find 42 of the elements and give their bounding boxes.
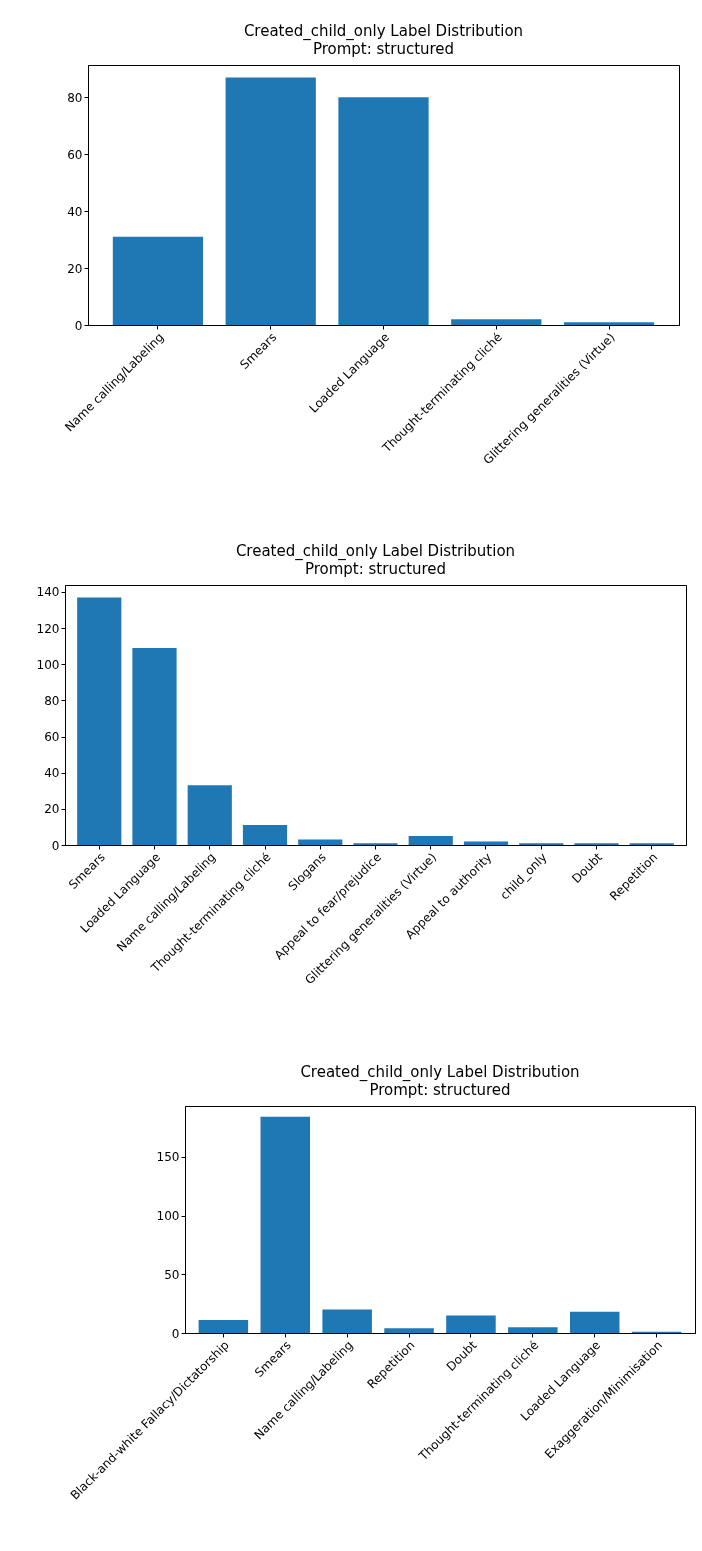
bar xyxy=(569,1311,620,1333)
y-tick-label: 120 xyxy=(36,621,60,636)
bar xyxy=(242,825,288,845)
y-tick-label: 50 xyxy=(164,1267,180,1282)
bar xyxy=(322,1309,372,1333)
chart-subtitle: Prompt: structured xyxy=(369,1081,511,1099)
chart-title: Created_child_only Label Distribution xyxy=(235,542,516,561)
y-tick-label: 60 xyxy=(44,730,60,745)
bar xyxy=(260,1116,311,1333)
bar xyxy=(187,785,232,845)
chart-title: Created_child_only Label Distribution xyxy=(243,22,524,41)
chart-subtitle: Prompt: structured xyxy=(304,560,447,578)
y-tick-label: 20 xyxy=(67,261,83,276)
y-tick-label: 80 xyxy=(67,90,83,105)
y-tick-label: 40 xyxy=(44,766,60,781)
bar xyxy=(298,839,343,845)
bar xyxy=(408,835,453,845)
bar xyxy=(225,77,316,325)
bar xyxy=(198,1320,249,1333)
bar xyxy=(446,1315,496,1333)
bar xyxy=(112,236,204,325)
y-tick-label: 20 xyxy=(44,802,60,817)
chart-subtitle: Prompt: structured xyxy=(312,40,455,58)
bar xyxy=(563,322,655,325)
y-tick-label: 100 xyxy=(156,1209,180,1224)
y-tick-label: 0 xyxy=(171,1326,180,1341)
bar xyxy=(77,597,122,845)
y-tick-label: 0 xyxy=(51,838,60,853)
y-tick-label: 40 xyxy=(67,204,83,219)
chart-title: Created_child_only Label Distribution xyxy=(300,1063,580,1082)
y-tick-label: 140 xyxy=(36,585,60,600)
bar xyxy=(338,97,429,325)
bar xyxy=(508,1327,558,1333)
y-tick-label: 100 xyxy=(36,657,60,672)
y-tick-label: 150 xyxy=(156,1150,180,1165)
y-tick-label: 60 xyxy=(67,147,83,162)
bar xyxy=(463,841,509,845)
y-tick-label: 0 xyxy=(74,318,83,333)
bar xyxy=(384,1328,434,1333)
bar xyxy=(132,647,177,845)
bar xyxy=(451,319,542,325)
y-tick-label: 80 xyxy=(44,693,60,708)
